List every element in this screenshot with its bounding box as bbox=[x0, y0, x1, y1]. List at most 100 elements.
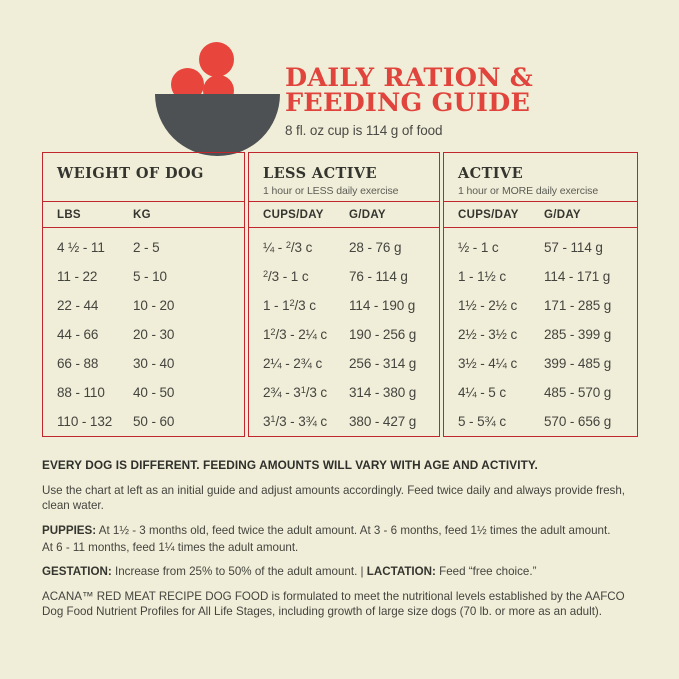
table-row: 22 - 44 10 - 20 bbox=[43, 291, 244, 320]
column-header-row-less-active: CUPS/DAY G/DAY bbox=[249, 202, 439, 228]
table-row: 11 - 22 5 - 10 bbox=[43, 262, 244, 291]
cell-kg: 40 - 50 bbox=[133, 385, 175, 400]
table-row: 5 - 5¾ c 570 - 656 g bbox=[444, 407, 637, 436]
cell-cups-day: 2¼ - 2¾ c bbox=[263, 356, 323, 371]
footer-headline: EVERY DOG IS DIFFERENT. FEEDING AMOUNTS … bbox=[42, 458, 538, 472]
column-header-g-day: G/DAY bbox=[349, 208, 386, 221]
lactation-label: LACTATION: bbox=[366, 565, 436, 579]
header: DAILY RATION & FEEDING GUIDE 8 fl. oz cu… bbox=[0, 0, 679, 156]
cell-g-day: 114 - 190 g bbox=[349, 298, 416, 313]
column-header-row-active: CUPS/DAY G/DAY bbox=[444, 202, 637, 228]
cell-cups-day: 1 - 1½ c bbox=[458, 269, 506, 284]
cell-g-day: 171 - 285 g bbox=[544, 298, 612, 313]
cell-g-day: 570 - 656 g bbox=[544, 414, 612, 429]
cell-cups-day: 2/3 - 1 c bbox=[263, 269, 309, 284]
cell-cups-day: 2½ - 3½ c bbox=[458, 327, 518, 342]
table-row: 88 - 110 40 - 50 bbox=[43, 378, 244, 407]
footer-intro: Use the chart at left as an initial guid… bbox=[42, 483, 626, 513]
table-row: 3½ - 4¼ c 399 - 485 g bbox=[444, 349, 637, 378]
title-block: DAILY RATION & FEEDING GUIDE 8 fl. oz cu… bbox=[285, 63, 615, 138]
section-title: ACTIVE bbox=[458, 165, 524, 182]
feeding-guide-table: WEIGHT OF DOG LBS KG 4 ½ - 11 2 - 5 11 - … bbox=[42, 152, 638, 437]
table-row: ¼ - 2/3 c 28 - 76 g bbox=[249, 233, 439, 262]
cell-kg: 20 - 30 bbox=[133, 327, 175, 342]
section-header-less-active: LESS ACTIVE 1 hour or LESS daily exercis… bbox=[249, 153, 439, 203]
table-row: 110 - 132 50 - 60 bbox=[43, 407, 244, 436]
column-header-kg: KG bbox=[133, 208, 151, 221]
cell-lbs: 22 - 44 bbox=[57, 298, 99, 313]
column-header-cups-day: CUPS/DAY bbox=[263, 208, 324, 221]
cell-cups-day: 4¼ - 5 c bbox=[458, 385, 506, 400]
cell-cups-day: 31/3 - 3¾ c bbox=[263, 414, 328, 429]
cell-g-day: 190 - 256 g bbox=[349, 327, 417, 342]
section-subtitle: 1 hour or LESS daily exercise bbox=[263, 185, 399, 197]
cell-lbs: 110 - 132 bbox=[57, 414, 113, 429]
puppies-text: At 1½ - 3 months old, feed twice the adu… bbox=[96, 523, 611, 537]
footer-puppies-line2: At 6 - 11 months, feed 1¼ times the adul… bbox=[42, 540, 299, 554]
cell-g-day: 380 - 427 g bbox=[349, 414, 417, 429]
cell-kg: 2 - 5 bbox=[133, 240, 160, 255]
cell-cups-day: 12/3 - 2¼ c bbox=[263, 327, 328, 342]
cell-g-day: 57 - 114 g bbox=[544, 240, 603, 255]
section-header-weight: WEIGHT OF DOG bbox=[43, 153, 244, 203]
section-title: WEIGHT OF DOG bbox=[57, 165, 204, 182]
page-title-line1: DAILY RATION & bbox=[285, 63, 533, 93]
column-header-row-weight: LBS KG bbox=[43, 202, 244, 228]
table-row: ½ - 1 c 57 - 114 g bbox=[444, 233, 637, 262]
footer-gestation-lactation: GESTATION: Increase from 25% to 50% of t… bbox=[42, 564, 642, 579]
cell-cups-day: 1½ - 2½ c bbox=[458, 298, 518, 313]
gestation-text: Increase from 25% to 50% of the adult am… bbox=[111, 565, 367, 579]
cell-g-day: 314 - 380 g bbox=[349, 385, 417, 400]
table-row: 2¼ - 2¾ c 256 - 314 g bbox=[249, 349, 439, 378]
section-subtitle: 1 hour or MORE daily exercise bbox=[458, 185, 599, 197]
page-title-line2: FEEDING GUIDE bbox=[285, 88, 531, 118]
cell-lbs: 88 - 110 bbox=[57, 385, 105, 400]
table-row: 66 - 88 30 - 40 bbox=[43, 349, 244, 378]
cell-cups-day: 2¾ - 31/3 c bbox=[263, 385, 328, 400]
gestation-label: GESTATION: bbox=[42, 565, 112, 579]
table-row: 1½ - 2½ c 171 - 285 g bbox=[444, 291, 637, 320]
cell-cups-day: 5 - 5¾ c bbox=[458, 414, 506, 429]
table-row: 12/3 - 2¼ c 190 - 256 g bbox=[249, 320, 439, 349]
cell-g-day: 114 - 171 g bbox=[544, 269, 611, 284]
table-row: 2½ - 3½ c 285 - 399 g bbox=[444, 320, 637, 349]
section-title: LESS ACTIVE bbox=[263, 165, 377, 182]
cell-lbs: 44 - 66 bbox=[57, 327, 99, 342]
table-body-weight: 4 ½ - 11 2 - 5 11 - 22 5 - 10 22 - 44 10 - … bbox=[43, 228, 244, 436]
cell-lbs: 11 - 22 bbox=[57, 269, 98, 284]
page-subtitle: 8 fl. oz cup is 114 g of food bbox=[285, 123, 443, 138]
cell-g-day: 285 - 399 g bbox=[544, 327, 612, 342]
cell-kg: 5 - 10 bbox=[133, 269, 167, 284]
cell-g-day: 256 - 314 g bbox=[349, 356, 417, 371]
table-row: 44 - 66 20 - 30 bbox=[43, 320, 244, 349]
table-body-active: ½ - 1 c 57 - 114 g 1 - 1½ c 114 - 171 g 1½… bbox=[444, 228, 637, 436]
section-header-active: ACTIVE 1 hour or MORE daily exercise bbox=[444, 153, 637, 203]
cell-kg: 10 - 20 bbox=[133, 298, 175, 313]
dog-bowl-logo bbox=[155, 22, 280, 156]
table-section-weight: WEIGHT OF DOG LBS KG 4 ½ - 11 2 - 5 11 - … bbox=[42, 152, 245, 437]
kibble-dot-top-icon bbox=[199, 42, 234, 77]
table-row: 2¾ - 31/3 c 314 - 380 g bbox=[249, 378, 439, 407]
table-row: 1 - 1½ c 114 - 171 g bbox=[444, 262, 637, 291]
table-row: 1 - 12/3 c 114 - 190 g bbox=[249, 291, 439, 320]
table-section-active: ACTIVE 1 hour or MORE daily exercise CUP… bbox=[443, 152, 638, 437]
bowl-icon bbox=[155, 94, 280, 156]
puppies-label: PUPPIES: bbox=[42, 523, 97, 537]
footer-puppies: PUPPIES: At 1½ - 3 months old, feed twic… bbox=[42, 523, 642, 538]
cell-cups-day: ¼ - 2/3 c bbox=[263, 240, 313, 255]
table-body-less-active: ¼ - 2/3 c 28 - 76 g 2/3 - 1 c 76 - 114 g 1… bbox=[249, 228, 439, 436]
table-section-less-active: LESS ACTIVE 1 hour or LESS daily exercis… bbox=[248, 152, 440, 437]
footer-notes: EVERY DOG IS DIFFERENT. FEEDING AMOUNTS … bbox=[42, 458, 642, 629]
table-row: 4¼ - 5 c 485 - 570 g bbox=[444, 378, 637, 407]
table-row: 4 ½ - 11 2 - 5 bbox=[43, 233, 244, 262]
cell-cups-day: ½ - 1 c bbox=[458, 240, 499, 255]
cell-cups-day: 1 - 12/3 c bbox=[263, 298, 316, 313]
cell-lbs: 4 ½ - 11 bbox=[57, 240, 105, 255]
cell-cups-day: 3½ - 4¼ c bbox=[458, 356, 518, 371]
footer-aafco-statement: ACANA™ RED MEAT RECIPE DOG FOOD is formu… bbox=[42, 589, 625, 619]
cell-g-day: 485 - 570 g bbox=[544, 385, 612, 400]
column-header-g-day: G/DAY bbox=[544, 208, 581, 221]
cell-g-day: 399 - 485 g bbox=[544, 356, 612, 371]
table-row: 31/3 - 3¾ c 380 - 427 g bbox=[249, 407, 439, 436]
table-row: 2/3 - 1 c 76 - 114 g bbox=[249, 262, 439, 291]
